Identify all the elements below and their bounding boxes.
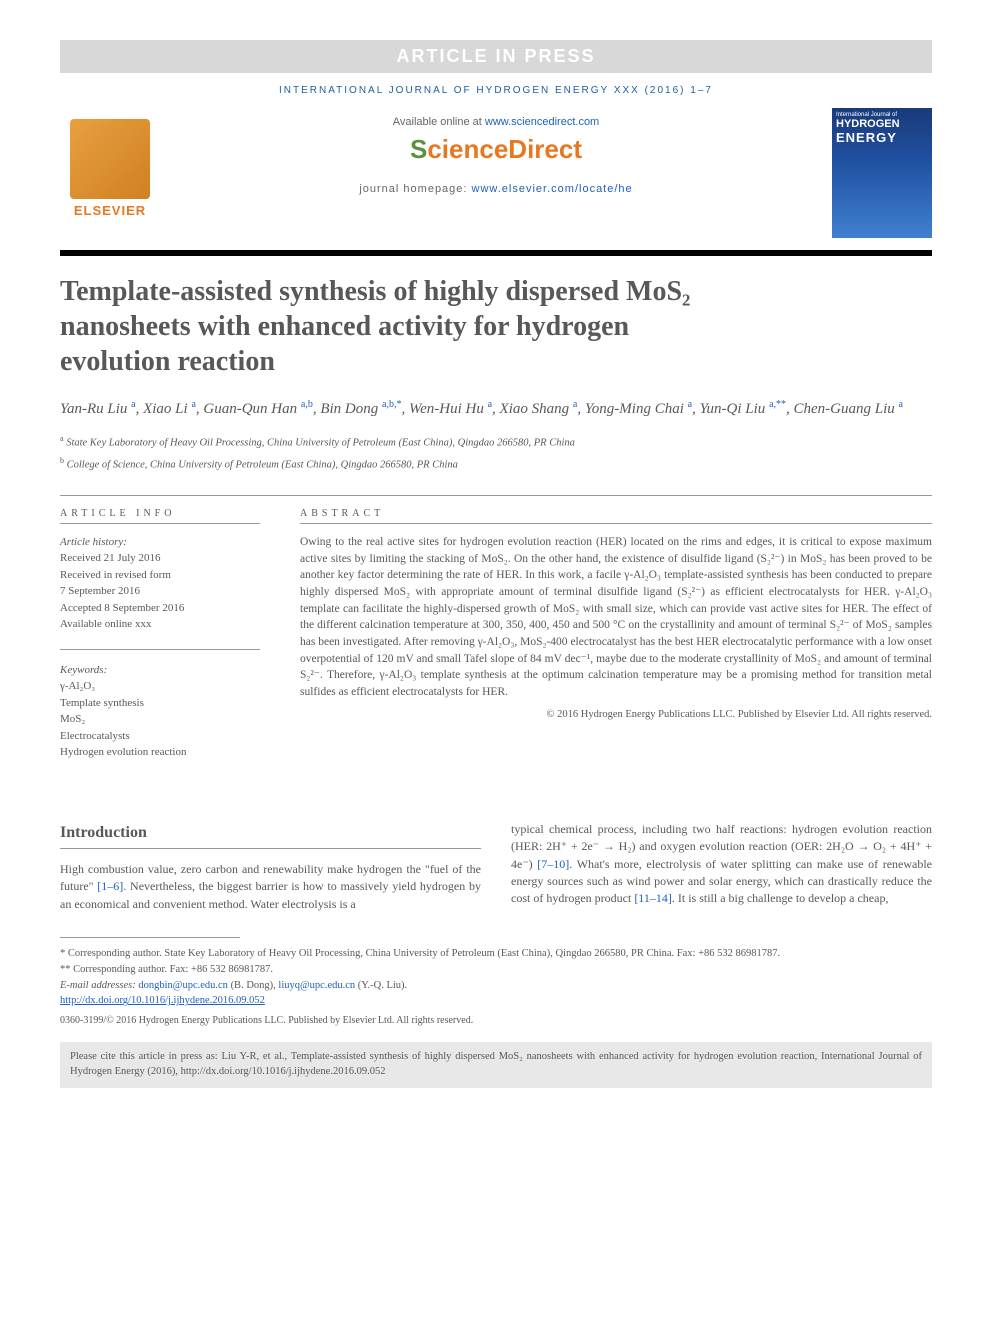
journal-cover-image[interactable]: International Journal of HYDROGEN ENERGY [832,108,932,238]
article-in-press-banner: ARTICLE IN PRESS [60,40,932,73]
affiliation: a State Key Laboratory of Heavy Oil Proc… [60,433,932,455]
abstract-copyright: © 2016 Hydrogen Energy Publications LLC.… [300,701,932,720]
authors-list: Yan-Ru Liu a, Xiao Li a, Guan-Qun Han a,… [60,397,932,433]
elsevier-tree-icon [70,119,150,199]
history-line: Accepted 8 September 2016 [60,600,260,617]
journal-homepage: journal homepage: www.elsevier.com/locat… [180,183,812,195]
article-title: Template-assisted synthesis of highly di… [60,256,932,397]
journal-header: INTERNATIONAL JOURNAL OF HYDROGEN ENERGY… [60,73,932,108]
affiliation: b College of Science, China University o… [60,455,932,477]
divider [60,495,932,496]
doi-link[interactable]: http://dx.doi.org/10.1016/j.ijhydene.201… [60,995,265,1006]
issn-copyright: 0360-3199/© 2016 Hydrogen Energy Publica… [60,1009,932,1028]
history-line: Received in revised form [60,567,260,584]
sd-logo-s: S [410,134,427,164]
corresponding-author-1: * Corresponding author. State Key Labora… [60,946,932,962]
elsevier-logo[interactable]: ELSEVIER [60,108,160,218]
keyword: Template synthesis [60,695,260,712]
elsevier-text: ELSEVIER [74,203,146,218]
keyword: Electrocatalysts [60,728,260,745]
email-name-2: (Y.-Q. Liu). [355,980,407,991]
email-prefix: E-mail addresses: [60,980,138,991]
email-addresses: E-mail addresses: dongbin@upc.edu.cn (B.… [60,978,932,994]
intro-paragraph-col1: High combustion value, zero carbon and r… [60,861,481,913]
available-prefix: Available online at [393,116,485,128]
abstract-label: ABSTRACT [300,508,932,524]
sciencedirect-logo[interactable]: ScienceDirect [180,134,812,165]
footnote-separator [60,937,240,938]
introduction-heading: Introduction [60,821,481,849]
homepage-link[interactable]: www.elsevier.com/locate/he [472,183,633,195]
keyword: Hydrogen evolution reaction [60,744,260,761]
history-title: Article history: [60,534,260,551]
email-name-1: (B. Dong), [228,980,278,991]
cover-line2: HYDROGEN [836,118,928,130]
keyword: MoS₂ [60,711,260,728]
cover-line3: ENERGY [836,130,928,145]
sciencedirect-link[interactable]: www.sciencedirect.com [485,116,599,128]
sd-logo-rest: cienceDirect [427,134,582,164]
abstract-text: Owing to the real active sites for hydro… [300,534,932,701]
email-link-2[interactable]: liuyq@upc.edu.cn [278,980,355,991]
email-link-1[interactable]: dongbin@upc.edu.cn [138,980,228,991]
available-online: Available online at www.sciencedirect.co… [180,116,812,128]
history-line: 7 September 2016 [60,583,260,600]
corresponding-author-2: ** Corresponding author. Fax: +86 532 86… [60,962,932,978]
intro-paragraph-col2: typical chemical process, including two … [511,821,932,908]
keyword: γ-Al₂O₃ [60,678,260,695]
homepage-prefix: journal homepage: [359,183,471,195]
history-line: Received 21 July 2016 [60,550,260,567]
citation-box: Please cite this article in press as: Li… [60,1042,932,1087]
keywords-title: Keywords: [60,649,260,679]
history-line: Available online xxx [60,616,260,633]
article-info-label: ARTICLE INFO [60,508,260,524]
header-row: ELSEVIER Available online at www.science… [60,108,932,250]
